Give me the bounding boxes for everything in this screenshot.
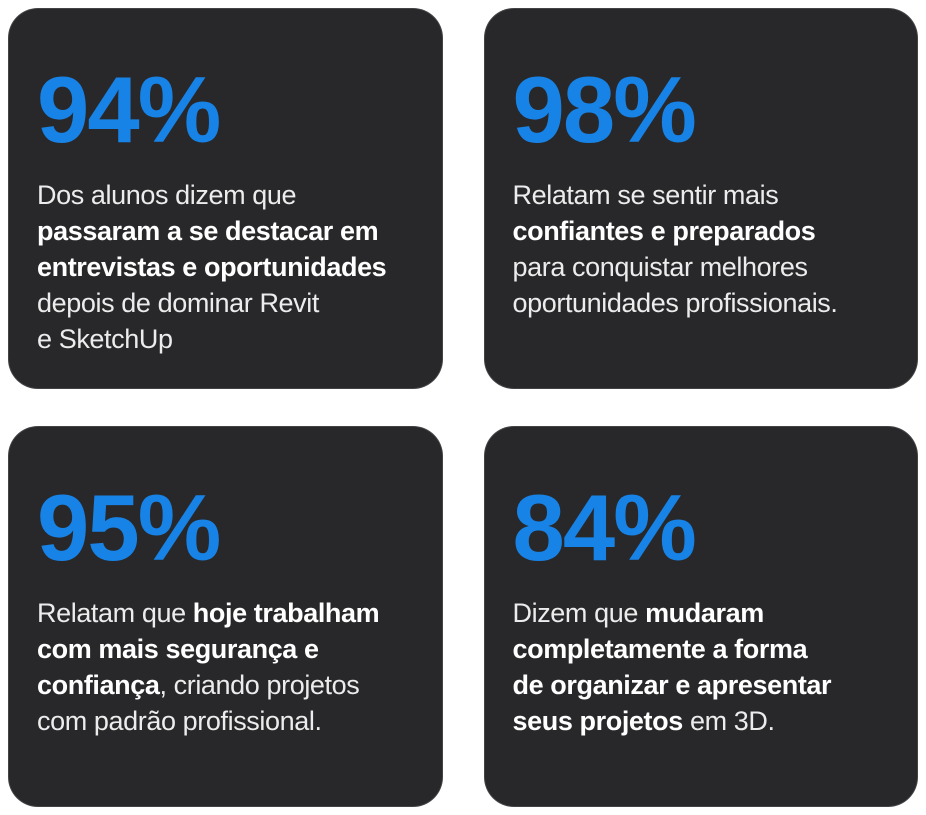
description-line: Dos alunos dizem que xyxy=(37,180,297,210)
description-line: de organizar e apresentar xyxy=(512,670,832,700)
stat-card-84: 84% Dizem que mudaram completamente a fo… xyxy=(483,426,918,807)
stat-description: Dizem que mudaram completamente a forma … xyxy=(513,595,904,739)
description-line: com mais segurança e xyxy=(37,634,319,664)
stat-card-98: 98% Relatam se sentir mais confiantes e … xyxy=(483,8,918,389)
description-line: depois de dominar Revit xyxy=(37,288,319,318)
stat-description: Relatam que hoje trabalham com mais segu… xyxy=(37,595,428,739)
stat-value: 98% xyxy=(512,57,697,162)
description-line: confiança, criando projetos xyxy=(37,670,360,700)
description-line: para conquistar melhores xyxy=(512,252,808,282)
stat-description: Dos alunos dizem que passaram a se desta… xyxy=(37,177,428,357)
description-line: Relatam se sentir mais xyxy=(512,180,779,210)
description-line: com padrão profissional. xyxy=(37,706,322,736)
description-line: confiantes e preparados xyxy=(512,216,816,246)
stat-card-94: 94% Dos alunos dizem que passaram a se d… xyxy=(8,8,443,389)
stat-value: 84% xyxy=(512,475,697,580)
description-line: passaram a se destacar em xyxy=(37,216,379,246)
stat-value: 95% xyxy=(37,475,221,580)
description-line: Relatam que hoje trabalham xyxy=(37,598,380,628)
description-line: oportunidades profissionais. xyxy=(512,288,838,318)
stat-description: Relatam se sentir mais confiantes e prep… xyxy=(513,177,904,321)
description-line: completamente a forma xyxy=(512,634,808,664)
description-line: Dizem que mudaram xyxy=(512,598,765,628)
stat-value: 94% xyxy=(37,57,221,162)
description-line: e SketchUp xyxy=(37,324,173,354)
description-line: seus projetos em 3D. xyxy=(512,706,775,736)
description-line: entrevistas e oportunidades xyxy=(37,252,387,282)
stat-card-95: 95% Relatam que hoje trabalham com mais … xyxy=(8,426,443,807)
